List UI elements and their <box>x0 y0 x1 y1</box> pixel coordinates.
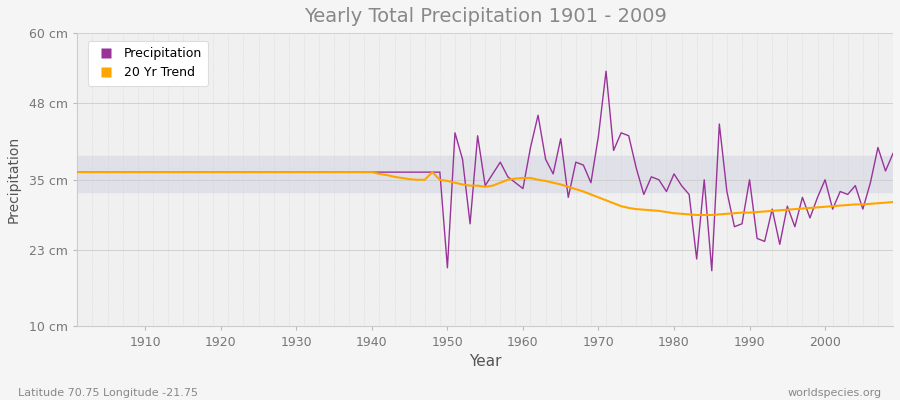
Legend: Precipitation, 20 Yr Trend: Precipitation, 20 Yr Trend <box>87 41 209 86</box>
Text: worldspecies.org: worldspecies.org <box>788 388 882 398</box>
Text: Latitude 70.75 Longitude -21.75: Latitude 70.75 Longitude -21.75 <box>18 388 198 398</box>
Bar <box>77 156 893 192</box>
X-axis label: Year: Year <box>469 354 501 369</box>
Y-axis label: Precipitation: Precipitation <box>7 136 21 223</box>
Title: Yearly Total Precipitation 1901 - 2009: Yearly Total Precipitation 1901 - 2009 <box>303 7 667 26</box>
